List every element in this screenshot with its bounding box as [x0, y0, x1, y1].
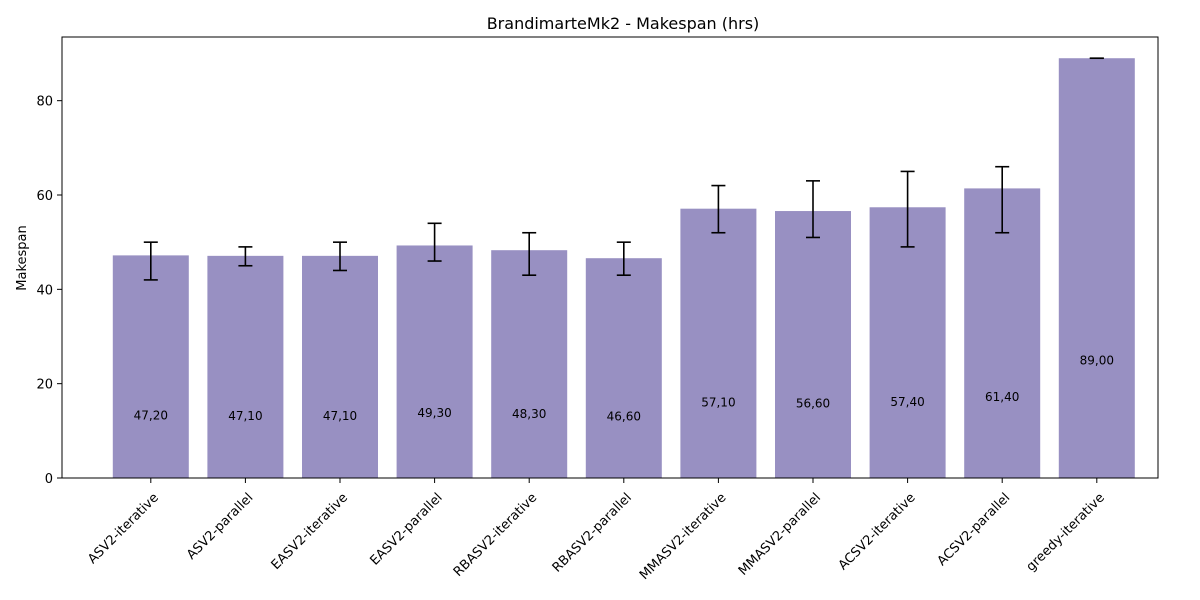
y-tick-label: 40: [36, 283, 53, 298]
y-axis-label: Makespan: [15, 225, 30, 290]
bar: [680, 208, 757, 479]
bar: [1058, 58, 1135, 478]
x-tick-label: ACSV2-parallel: [935, 490, 1014, 569]
bar: [964, 188, 1041, 478]
value-labels-layer: 47,20 47,10 47,10 49,30 48,30 46,60 57,10 56,60…: [134, 353, 1114, 423]
y-tick-label: 20: [36, 378, 53, 393]
bar: [775, 211, 851, 478]
bar-value-label: 61,40: [985, 390, 1019, 404]
bar-value-label: 47,10: [228, 409, 262, 423]
bar-value-label: 57,10: [701, 396, 735, 410]
bars-layer: [112, 58, 1135, 479]
x-tick-label: ASV2-parallel: [184, 490, 256, 562]
x-tick-label: EASV2-iterative: [269, 490, 351, 572]
bar: [585, 258, 662, 478]
bar: [302, 255, 378, 478]
x-tick-label: EASV2-parallel: [367, 490, 445, 568]
bar: [112, 255, 189, 478]
x-axis: ASV2-iterative ASV2-parallel EASV2-iterati…: [85, 478, 1108, 583]
y-tick-label: 60: [36, 189, 53, 204]
x-tick-label: ACSV2-iterative: [836, 490, 919, 573]
bar: [869, 207, 946, 479]
bar-value-label: 48,30: [512, 407, 546, 421]
bar-value-label: 46,60: [607, 409, 641, 423]
error-bars-layer: [143, 57, 1104, 281]
bar-value-label: 47,20: [134, 409, 168, 423]
bar-value-label: 56,60: [796, 396, 830, 410]
bar-value-label: 57,40: [890, 395, 924, 409]
bar: [207, 255, 284, 478]
x-tick-label: greedy-iterative: [1024, 490, 1108, 574]
chart-title: BrandimarteMk2 - Makespan (hrs): [487, 14, 760, 33]
x-tick-label: MMASV2-iterative: [637, 490, 730, 583]
x-tick-label: RBASV2-iterative: [451, 490, 540, 579]
y-tick-label: 0: [45, 472, 53, 487]
plot-area-frame: [61, 36, 1159, 479]
x-tick-label: MMASV2-parallel: [736, 490, 824, 578]
y-tick-label: 80: [36, 95, 53, 110]
x-tick-label: RBASV2-parallel: [550, 490, 635, 575]
y-axis: 0 20 40 60 80: [36, 95, 62, 487]
bar: [491, 250, 568, 478]
bar: [396, 245, 473, 478]
x-tick-label: ASV2-iterative: [85, 490, 162, 567]
bar-value-label: 89,00: [1080, 353, 1114, 367]
bar-value-label: 47,10: [323, 409, 357, 423]
bar-value-label: 49,30: [417, 406, 451, 420]
